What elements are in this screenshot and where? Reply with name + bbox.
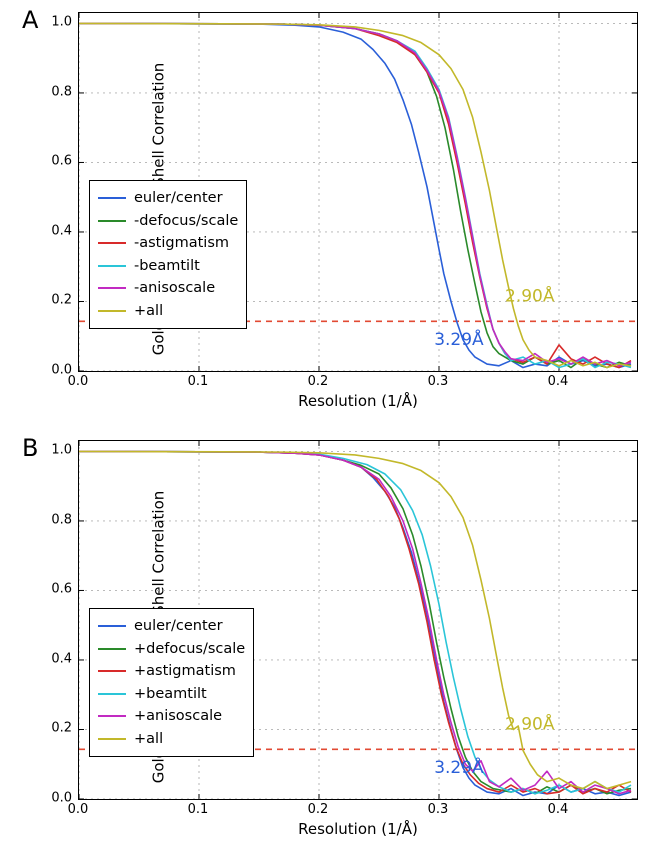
legend-item: +defocus/scale [98,638,245,660]
legend-item: +anisoscale [98,705,245,727]
legend-label: +defocus/scale [134,638,245,660]
legend-swatch [98,242,126,244]
legend-swatch [98,738,126,740]
annotation: 3.29Å [434,756,484,778]
ytick-label: 0.2 [32,293,72,308]
legend-label: -astigmatism [134,232,229,254]
legend-item: euler/center [98,187,238,209]
annotation: 2.90Å [505,712,555,734]
plot-area-b: 3.29Å 2.90Å euler/center+defocus/scale+as… [78,440,638,800]
legend-swatch [98,670,126,672]
legend-item: +all [98,728,245,750]
ytick-label: 0.4 [32,651,72,666]
legend-item: +beamtilt [98,683,245,705]
ytick-label: 1.0 [32,443,72,458]
legend-label: -beamtilt [134,255,200,277]
legend-label: -anisoscale [134,277,215,299]
ytick-label: 0.4 [32,223,72,238]
ytick-label: 0.0 [32,791,72,806]
xlabel-b: Resolution (1/Å) [78,820,638,838]
legend-swatch [98,625,126,627]
legend-label: +all [134,728,163,750]
ytick-label: 1.0 [32,15,72,30]
ytick-label: 0.6 [32,154,72,169]
legend-swatch [98,197,126,199]
legend-swatch [98,715,126,717]
panel-a: A Gold-standard Fourier Shell Correlatio… [0,0,652,418]
xtick-label: 0.3 [428,802,449,817]
legend-item: +all [98,300,238,322]
legend-swatch [98,287,126,289]
legend-item: -anisoscale [98,277,238,299]
legend-swatch [98,693,126,695]
ytick-label: 0.0 [32,363,72,378]
xtick-label: 0.1 [188,802,209,817]
annotation: 2.90Å [505,284,555,306]
legend-item: -astigmatism [98,232,238,254]
xtick-label: 0.1 [188,374,209,389]
xtick-label: 0.2 [308,374,329,389]
plot-area-a: 3.29Å 2.90Å euler/center-defocus/scale-as… [78,12,638,372]
legend-swatch [98,310,126,312]
ytick-label: 0.6 [32,582,72,597]
legend-item: -beamtilt [98,255,238,277]
xtick-label: 0.2 [308,802,329,817]
legend-label: -defocus/scale [134,210,238,232]
legend-label: euler/center [134,615,223,637]
legend-item: euler/center [98,615,245,637]
xtick-label: 0.4 [548,374,569,389]
ytick-label: 0.8 [32,512,72,527]
annotation: 3.29Å [434,328,484,350]
xlabel-a: Resolution (1/Å) [78,392,638,410]
legend-item: +astigmatism [98,660,245,682]
legend-swatch [98,265,126,267]
xtick-label: 0.4 [548,802,569,817]
legend-item: -defocus/scale [98,210,238,232]
legend-swatch [98,220,126,222]
xtick-label: 0.3 [428,374,449,389]
figure: A Gold-standard Fourier Shell Correlatio… [0,0,652,856]
ytick-label: 0.2 [32,721,72,736]
legend-b: euler/center+defocus/scale+astigmatism+b… [89,608,254,757]
legend-label: euler/center [134,187,223,209]
legend-swatch [98,648,126,650]
legend-label: +astigmatism [134,660,236,682]
legend-label: +anisoscale [134,705,222,727]
ytick-label: 0.8 [32,84,72,99]
legend-label: +beamtilt [134,683,207,705]
panel-b: B Gold-standard Fourier Shell Correlatio… [0,428,652,846]
legend-label: +all [134,300,163,322]
legend-a: euler/center-defocus/scale-astigmatism-b… [89,180,247,329]
